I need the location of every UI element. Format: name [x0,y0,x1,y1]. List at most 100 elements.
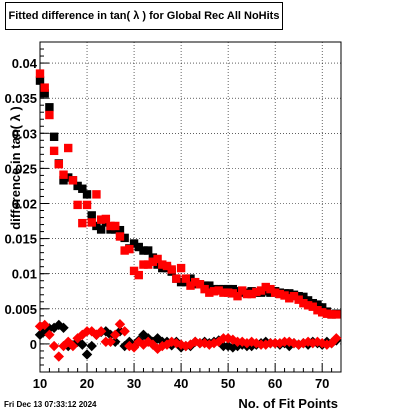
x-tick-label: 10 [33,376,47,391]
y-tick-label: 0.035 [4,91,37,106]
data-point-square [303,296,313,305]
data-point-diamond [171,338,182,349]
y-tick-label: 0.01 [12,267,37,282]
data-point-square [270,288,280,297]
data-point-square [115,225,125,235]
data-point-square [181,274,190,283]
data-point-square [120,246,129,255]
data-point-square [186,274,195,283]
data-point-square [172,274,181,283]
data-point-square [40,83,49,92]
x-tick-label: 70 [315,376,329,391]
data-point-square [238,286,247,295]
data-point-square [242,289,252,299]
data-point-square [233,287,242,296]
data-point-square [289,291,299,301]
data-point-square [54,159,64,169]
axis-tick-labels: 10 20 30 40 50 60 70 0 0.005 0.01 0.015 0.02 0.025 0.… [4,56,329,391]
data-point-diamond [166,336,177,348]
data-point-diamond [58,322,69,333]
data-point-diamond [331,333,342,344]
data-point-square [115,232,125,241]
data-point-square [139,260,148,269]
y-tick-label: 0.025 [4,161,37,176]
data-marks [34,69,342,362]
x-tick-label: 30 [127,376,141,391]
series-1 [35,69,341,319]
data-point-square [92,221,101,231]
data-point-square [308,302,317,311]
data-point-square [294,295,303,304]
data-point-square [275,289,285,299]
data-point-square [153,260,162,269]
data-point-square [96,215,106,224]
x-tick-label: 50 [221,376,235,391]
data-point-square [233,291,242,301]
data-point-square [303,301,313,310]
y-tick-label: 0.02 [12,196,37,211]
data-point-diamond [237,336,248,348]
x-axis-label: No. of Fit Points [238,396,338,411]
data-point-square [200,284,209,294]
data-point-diamond [133,336,144,348]
data-point-square [167,265,176,274]
data-point-square [35,76,45,85]
data-point-square [139,246,148,255]
data-point-diamond [81,349,93,360]
data-point-square [261,282,270,292]
y-tick-label: 0.005 [4,302,37,317]
data-point-square [78,184,87,193]
data-point-square [49,146,59,156]
data-point-square [134,270,143,280]
data-point-square [143,246,153,255]
data-point-diamond [114,319,126,330]
data-point-diamond [39,319,50,331]
data-point-diamond [110,329,121,340]
data-point-square [219,288,228,297]
data-point-diamond [138,339,149,350]
data-point-square [129,239,139,248]
data-point-diamond [124,340,135,352]
data-point-square [129,266,139,276]
data-point-square [87,211,96,220]
data-point-square [285,294,294,303]
chart-title: Fitted difference in tan( λ ) for Global… [8,10,280,22]
data-point-diamond [67,340,79,352]
data-point-square [322,309,332,318]
data-point-square [299,292,308,302]
data-point-square [228,284,238,294]
data-point-diamond [48,340,60,352]
data-point-square [134,242,143,252]
axis-ticks [39,41,342,373]
data-point-diamond [208,338,220,349]
y-axis-label: difference in tan( λ ) [8,106,23,230]
data-point-square [148,257,158,266]
data-point-diamond [222,340,234,352]
data-point-square [327,310,336,319]
data-point-square [191,277,200,287]
data-point-square [35,69,45,78]
y-tick-label: 0.03 [12,126,37,141]
data-point-square [176,277,186,287]
data-point-square [96,225,106,234]
data-point-square [280,291,289,300]
data-point-square [317,303,327,312]
data-point-square [176,263,186,273]
data-point-square [153,254,162,264]
data-point-diamond [105,336,116,348]
data-point-diamond [190,336,201,348]
data-point-square [247,289,256,299]
title-box: Fitted difference in tan( λ ) for Global… [5,2,283,30]
data-point-diamond [119,326,130,337]
data-point-square [317,308,327,317]
y-tick-label: 0.04 [12,56,38,71]
data-point-square [313,306,322,315]
data-point-square [205,281,214,290]
data-point-diamond [161,339,173,350]
data-point-square [73,181,82,191]
x-tick-label: 40 [174,376,188,391]
data-point-square [252,287,261,297]
data-point-square [64,173,73,182]
data-point-square [68,176,78,185]
data-point-square [195,280,205,289]
